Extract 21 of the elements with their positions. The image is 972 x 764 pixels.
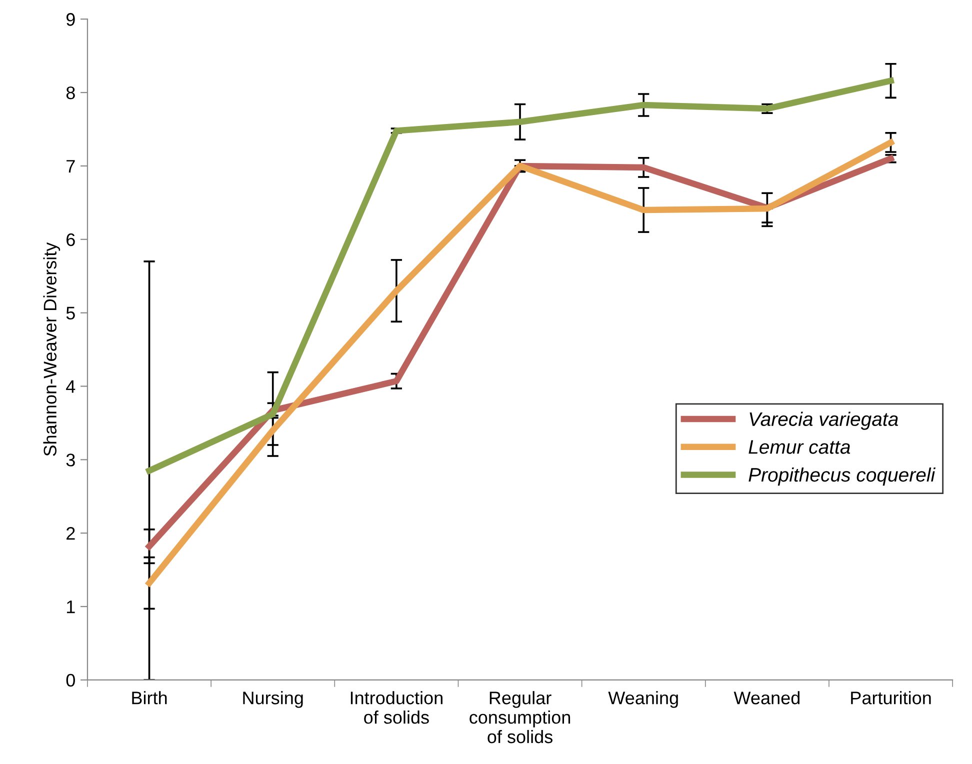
y-tick-label: 1 (67, 600, 75, 614)
y-tick-label: 9 (66, 13, 75, 26)
legend-label: Propithecus coquereli (748, 467, 936, 486)
y-tick-label: 3 (66, 454, 75, 466)
y-tick-label: 6 (66, 233, 75, 246)
x-tick-label: Nursing (243, 691, 303, 708)
x-tick-label: Introduction of solids (350, 691, 442, 724)
y-tick-label: 7 (66, 160, 75, 172)
y-tick-label: 4 (66, 380, 76, 393)
legend-label: Lemur catta (748, 440, 850, 454)
y-tick-label: 5 (66, 306, 75, 320)
legend-label: Varecia variegata (750, 412, 898, 430)
y-tick-label: 0 (66, 674, 75, 687)
x-tick-label: Regular consumption of solids (470, 691, 570, 744)
x-tick-label: Weaning (608, 691, 678, 708)
y-axis-title: Shannon-Weaver Diversity (43, 242, 60, 456)
y-tick-label: 2 (66, 527, 75, 540)
x-tick-label: Birth (132, 691, 167, 704)
x-tick-label: Weaned (734, 691, 800, 704)
x-tick-label: Parturition (851, 691, 931, 704)
y-tick-label: 8 (66, 86, 75, 100)
